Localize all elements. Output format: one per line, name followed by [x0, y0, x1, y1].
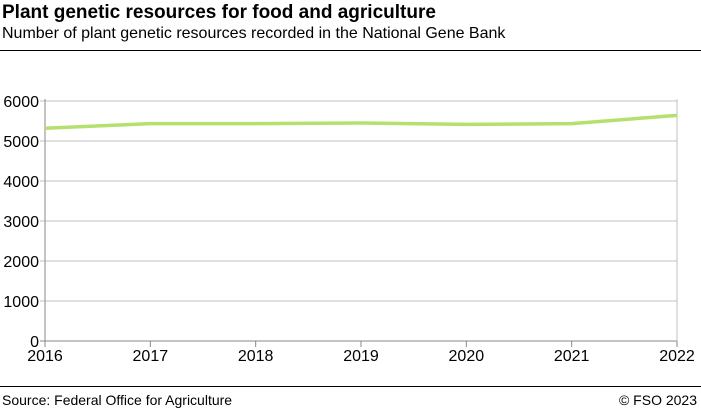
x-tick-label: 2019 [343, 348, 379, 365]
top-rule [0, 50, 701, 51]
line-chart: 0 1000 2000 3000 4000 5000 6000 2016 2017 2018 201… [3, 94, 695, 365]
y-tick-label: 6000 [3, 94, 39, 111]
x-tick-label: 2021 [554, 348, 590, 365]
bottom-rule [0, 386, 701, 387]
y-tick-label: 2000 [3, 254, 39, 271]
x-tick-label: 2020 [449, 348, 485, 365]
chart-title: Plant genetic resources for food and agr… [2, 2, 436, 23]
chart-subtitle: Number of plant genetic resources record… [2, 25, 506, 42]
y-tick-label: 5000 [3, 134, 39, 151]
source-note: Source: Federal Office for Agriculture [2, 392, 233, 408]
y-tick-label: 0 [30, 334, 39, 351]
y-tick-label: 3000 [3, 214, 39, 231]
copyright: © FSO 2023 [618, 392, 697, 408]
x-tick-label: 2016 [27, 348, 63, 365]
x-tick-label: 2018 [238, 348, 274, 365]
x-tick-label: 2022 [659, 348, 695, 365]
series-line [44, 113, 678, 130]
y-tick-label: 1000 [3, 294, 39, 311]
y-tick-label: 4000 [3, 174, 39, 191]
x-tick-label: 2017 [133, 348, 169, 365]
